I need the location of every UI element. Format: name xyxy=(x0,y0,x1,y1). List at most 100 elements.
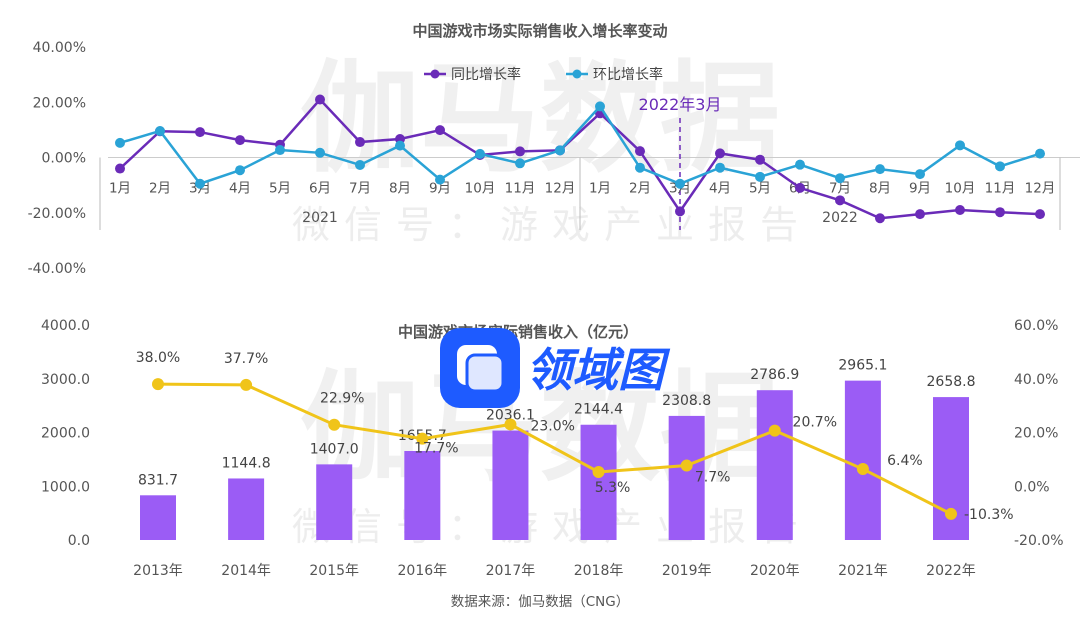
growth-rate-point xyxy=(768,424,781,437)
mom-data-point xyxy=(955,140,965,151)
yoy-data-point xyxy=(915,209,925,220)
top-x-tick-label: 10月 xyxy=(945,181,976,197)
top-x-tick-label: 1月 xyxy=(589,181,611,197)
growth-rate-label: 20.7% xyxy=(793,415,837,431)
growth-rate-point xyxy=(416,432,429,445)
top-x-tick-label: 12月 xyxy=(545,181,576,197)
top-y-tick-label: 40.00% xyxy=(33,40,86,56)
legend-yoy: 同比增长率 xyxy=(451,66,521,83)
top-y-tick-label: -20.00% xyxy=(28,206,86,222)
bottom-x-tick-label: 2021年 xyxy=(838,563,888,579)
left-y-tick-label: 0.0 xyxy=(68,533,90,549)
bottom-x-tick-label: 2016年 xyxy=(398,563,448,579)
growth-rate-label: 38.0% xyxy=(136,350,180,366)
mom-data-point xyxy=(115,137,125,148)
mom-data-point xyxy=(235,165,245,176)
revenue-bar xyxy=(756,390,793,540)
revenue-bar xyxy=(492,430,529,540)
app-badge-icon-inner-front xyxy=(465,353,505,393)
revenue-bar-label: 1144.8 xyxy=(222,455,271,471)
left-y-tick-label: 3000.0 xyxy=(41,372,90,388)
top-x-tick-label: 5月 xyxy=(269,181,291,197)
revenue-bar xyxy=(316,464,353,540)
right-y-tick-label: 0.0% xyxy=(1014,479,1050,495)
right-y-tick-label: 40.0% xyxy=(1014,372,1058,388)
top-y-tick-label: 0.00% xyxy=(42,151,86,167)
revenue-bar xyxy=(668,415,705,540)
yoy-data-point xyxy=(835,195,845,206)
mom-data-point xyxy=(875,164,885,175)
bottom-chart-title: 中国游戏市场实际销售收入（亿元） xyxy=(398,323,638,341)
top-x-tick-label: 6月 xyxy=(309,181,331,197)
legend-marker xyxy=(430,69,440,79)
revenue-bar xyxy=(844,380,881,540)
growth-rate-line xyxy=(157,382,952,516)
top-chart-title: 中国游戏市场实际销售收入增长率变动 xyxy=(412,22,667,40)
right-y-tick-label: 20.0% xyxy=(1014,426,1058,442)
annotation-label: 2022年3月 xyxy=(639,95,722,114)
mom-data-point xyxy=(915,169,925,180)
top-x-tick-label: 5月 xyxy=(749,181,771,197)
mom-data-point xyxy=(275,145,285,156)
growth-rate-point xyxy=(328,418,341,431)
growth-rate-point xyxy=(680,459,693,472)
legend-mom: 环比增长率 xyxy=(593,66,663,83)
top-x-tick-label: 4月 xyxy=(229,181,251,197)
left-y-tick-label: 2000.0 xyxy=(41,426,90,442)
yoy-series-line xyxy=(119,97,1041,220)
revenue-bar-chart: 中国游戏市场实际销售收入（亿元） 4000.0 3000.0 2000.0 1000.0… xyxy=(41,318,1064,579)
mom-data-point xyxy=(1035,148,1045,159)
mom-data-point xyxy=(475,148,485,159)
yoy-data-point xyxy=(515,146,525,157)
growth-rate-label: 23.0% xyxy=(530,418,574,434)
revenue-bar xyxy=(580,424,617,540)
yoy-data-point xyxy=(715,148,725,159)
data-source-note: 数据来源：伽马数据（CNG） xyxy=(451,594,630,610)
legend-marker xyxy=(572,69,582,79)
top-x-tick-label: 2月 xyxy=(149,181,171,197)
bottom-x-tick-label: 2014年 xyxy=(221,563,271,579)
revenue-bar-label: 831.7 xyxy=(138,472,178,488)
top-x-tick-label: 9月 xyxy=(429,181,451,197)
revenue-bar-label: 2658.8 xyxy=(927,374,976,390)
mom-data-point xyxy=(155,125,165,136)
revenue-bar-label: 2144.4 xyxy=(574,402,623,418)
top-x-tick-label: 9月 xyxy=(909,181,931,197)
growth-rate-point xyxy=(504,418,517,431)
growth-rate-point xyxy=(592,466,605,479)
bottom-x-tick-label: 2019年 xyxy=(662,563,712,579)
top-x-tick-label: 7月 xyxy=(829,181,851,197)
yoy-data-point xyxy=(755,154,765,165)
yoy-data-point xyxy=(355,137,365,148)
left-y-tick-label: 1000.0 xyxy=(41,479,90,495)
top-x-tick-label: 8月 xyxy=(389,181,411,197)
growth-rate-label: -10.3% xyxy=(964,507,1014,523)
mom-data-point xyxy=(195,178,205,189)
mom-data-point xyxy=(595,101,605,112)
growth-rate-label: 6.4% xyxy=(887,453,923,469)
watermark-sub-top: 微信号：游戏产业报告 xyxy=(292,203,812,247)
yoy-data-point xyxy=(795,182,805,193)
mom-series-line xyxy=(119,104,1041,186)
top-x-tick-label: 11月 xyxy=(505,181,536,197)
top-x-tick-label: 8月 xyxy=(869,181,891,197)
growth-rate-label: 5.3% xyxy=(595,480,631,496)
yoy-data-point xyxy=(435,125,445,136)
top-x-tick-label: 1月 xyxy=(109,181,131,197)
mom-data-point xyxy=(995,161,1005,172)
watermark-main-top: 伽马数据 xyxy=(300,50,780,189)
year-label-2022: 2022 xyxy=(822,210,858,226)
yoy-data-point xyxy=(635,146,645,157)
revenue-bar xyxy=(140,495,176,540)
mom-data-point xyxy=(635,162,645,173)
mom-data-point xyxy=(715,162,725,173)
bottom-x-tick-label: 2017年 xyxy=(486,563,536,579)
yoy-data-point xyxy=(995,207,1005,218)
top-y-tick-label: -40.00% xyxy=(28,261,86,277)
growth-rate-point xyxy=(152,378,164,391)
mom-data-point xyxy=(555,145,565,156)
bottom-x-tick-label: 2022年 xyxy=(926,563,976,579)
top-x-tick-label: 12月 xyxy=(1025,181,1056,197)
mom-data-point xyxy=(315,147,325,158)
